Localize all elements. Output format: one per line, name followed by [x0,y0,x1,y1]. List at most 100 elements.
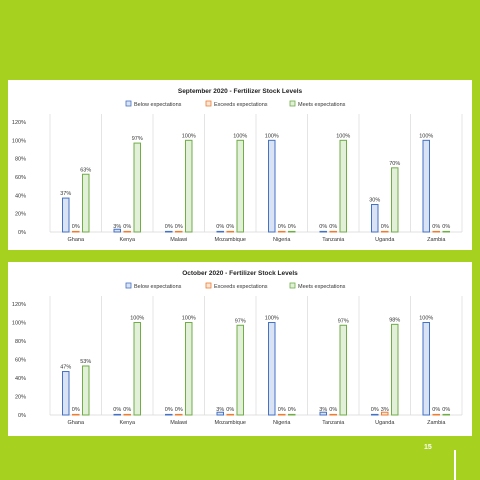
data-label: 0% [442,224,450,230]
data-label: 0% [226,224,234,230]
legend-swatch-1 [205,282,212,289]
bar-0-7-0 [422,139,430,233]
bar-1-3-2 [236,324,244,416]
legend-entry-1: Exceeds expectations [214,102,268,108]
data-label: 0% [113,407,121,413]
y-tick-label: 0% [18,230,26,236]
bar-0-5-2 [339,139,347,233]
data-label: 97% [132,136,143,142]
data-label: 0% [288,407,296,413]
legend-swatch-2 [289,282,296,289]
bar-1-3-1 [226,413,234,416]
data-label: 100% [130,316,144,322]
data-label: 100% [419,133,433,139]
data-label: 53% [80,359,91,365]
data-label: 0% [226,407,234,413]
bar-1-2-2 [185,322,193,416]
y-tick-label: 0% [18,413,26,419]
x-tick-label: Mozambique [215,420,247,426]
data-label: 37% [60,191,71,197]
bar-1-3-0 [216,411,224,416]
x-tick-label: Ghana [67,237,84,243]
bar-0-1-2 [133,142,141,233]
legend-swatch-0 [125,100,132,107]
legend-swatch-1 [205,100,212,107]
y-tick-label: 20% [15,395,26,401]
bar-0-3-1 [226,230,234,233]
data-label: 100% [419,316,433,322]
bar-1-1-1 [123,413,131,416]
y-tick-label: 40% [15,376,26,382]
bar-1-5-1 [329,413,337,416]
x-tick-label: Zambia [427,420,446,426]
bar-1-1-2 [133,322,141,416]
legend-entry-2: Meets expectations [298,102,346,108]
data-label: 47% [60,365,71,371]
page-number: 15 [424,444,432,451]
bar-0-5-1 [329,230,337,233]
x-tick-label: Tanzania [322,237,345,243]
x-tick-label: Uganda [375,420,395,426]
data-label: 0% [175,224,183,230]
bar-1-5-0 [319,411,327,416]
bar-1-4-2 [288,413,296,416]
september-chart-panel: September 2020 - Fertilizer Stock Levels… [8,80,472,250]
y-tick-label: 80% [15,157,26,163]
legend-swatch-0 [125,282,132,289]
data-label: 30% [369,198,380,204]
bar-0-0-2 [82,173,90,233]
data-label: 0% [123,224,131,230]
data-label: 70% [389,161,400,167]
data-label: 0% [165,224,173,230]
data-label: 100% [265,133,279,139]
bar-0-6-2 [391,167,399,233]
bar-0-4-0 [268,139,276,233]
chart-title: October 2020 - Fertilizer Stock Levels [182,270,298,277]
data-label: 0% [72,407,80,413]
x-tick-label: Malawi [170,237,187,243]
bar-1-0-2 [82,365,90,416]
bar-0-6-0 [371,204,379,233]
data-label: 97% [338,318,349,324]
data-label: 98% [389,317,400,323]
y-tick-label: 80% [15,339,26,345]
data-label: 0% [175,407,183,413]
y-tick-label: 120% [12,302,26,308]
y-tick-label: 100% [12,138,26,144]
y-tick-label: 100% [12,321,26,327]
bar-0-7-1 [432,230,440,233]
data-label: 3% [319,407,327,413]
data-label: 0% [123,407,131,413]
october-chart-panel: October 2020 - Fertilizer Stock Levels Be… [8,262,472,436]
bar-0-3-0 [216,230,224,233]
bar-0-4-2 [288,230,296,233]
data-label: 0% [371,407,379,413]
data-label: 0% [442,407,450,413]
data-label: 0% [216,224,224,230]
data-label: 100% [182,316,196,322]
y-tick-label: 60% [15,358,26,364]
x-tick-label: Mozambique [215,237,247,243]
data-label: 100% [182,133,196,139]
bar-0-4-1 [278,230,286,233]
bar-0-0-0 [62,197,70,233]
page-divider-line [454,450,456,480]
y-tick-label: 120% [12,120,26,126]
bar-1-0-1 [72,413,80,416]
data-label: 3% [381,407,389,413]
x-tick-label: Kenya [119,237,136,243]
y-tick-label: 20% [15,212,26,218]
data-label: 0% [381,224,389,230]
data-label: 0% [329,224,337,230]
data-label: 0% [72,224,80,230]
bar-0-5-0 [319,230,327,233]
bar-1-1-0 [113,413,121,416]
bar-0-0-1 [72,230,80,233]
bar-0-2-1 [175,230,183,233]
legend-swatch-2 [289,100,296,107]
x-tick-label: Nigeria [273,237,291,243]
bar-0-2-2 [185,139,193,233]
bar-1-7-1 [432,413,440,416]
data-label: 0% [432,224,440,230]
legend-entry-0: Below expectations [134,284,182,290]
